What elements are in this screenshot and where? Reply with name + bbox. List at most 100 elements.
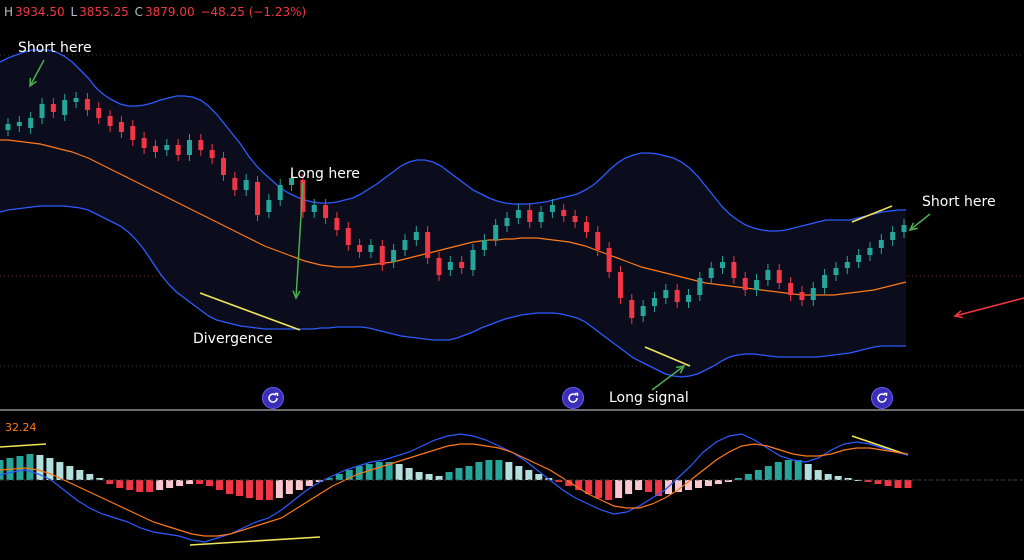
macd-histogram-bar [86,474,94,480]
candle-body [504,218,510,226]
macd-histogram-bar [575,480,583,490]
candle-body [368,245,374,252]
macd-histogram-bar [196,480,204,484]
candle-body [742,278,748,290]
annotation-long-here: Long here [290,166,360,182]
candle-body [708,268,714,278]
macd-histogram-bar [675,480,683,492]
annotation-arrow [953,297,1024,319]
candle-body [731,262,737,278]
candle-body [232,178,238,190]
macd-histogram-bar [66,466,74,480]
divergence-line [851,205,893,223]
candle-body [62,100,68,115]
macd-histogram-bar [325,478,333,480]
replay-icon[interactable] [562,387,584,409]
macd-histogram-bar [26,454,34,480]
macd-histogram-bar [615,480,623,498]
macd-histogram-bar [455,468,463,480]
candle-body [243,180,249,190]
macd-histogram-bar [225,480,233,494]
refresh-icon [268,392,279,403]
macd-histogram-bar [265,480,273,500]
annotation-arrow [29,59,45,88]
macd-histogram-bar [784,460,792,480]
replay-icon[interactable] [871,387,893,409]
candle-body [810,288,816,300]
replay-icon[interactable] [262,387,284,409]
candle-body [686,295,692,302]
candle-body [595,232,601,250]
candle-body [493,225,499,240]
macd-histogram-bar [864,480,872,482]
candle-body [16,122,22,126]
macd-histogram-bar [46,458,54,480]
macd-histogram-bar [804,464,812,480]
macd-histogram-bar [385,462,393,480]
annotation-short-left: Short here [18,40,92,56]
close-label: C [134,5,144,19]
macd-histogram-bar [56,462,64,480]
candlestick-series [5,92,907,324]
macd-histogram-bar [345,470,353,480]
candle-body [186,140,192,155]
macd-histogram-bar [425,474,433,480]
candle-body [799,292,805,300]
macd-line [0,433,909,543]
macd-histogram-bar [734,478,742,480]
macd-histogram-bar [555,480,563,482]
candle-body [878,240,884,248]
candle-body [118,122,124,132]
macd-histogram-bar [764,466,772,480]
lower-band-line [0,205,906,378]
candle-body [720,262,726,268]
divergence-line [199,292,301,331]
close-value: 3879.00 [145,5,195,19]
candle-body [402,240,408,250]
macd-histogram-bar [754,470,762,480]
macd-histogram-bar [136,480,144,492]
candle-body [39,104,45,118]
candle-body [754,280,760,290]
candle-body [391,250,397,262]
macd-histogram-bar [36,455,44,480]
candle-body [651,298,657,306]
macd-histogram-bar [206,480,214,486]
change-value: −48.25 (−1.23%) [200,5,307,19]
annotation-arrow [651,364,686,391]
macd-histogram-bar [505,462,513,480]
macd-histogram-bar [285,480,293,494]
macd-histogram-bar [684,480,692,490]
macd-histogram-bar [395,464,403,480]
macd-histogram-bar [535,474,543,480]
candle-body [277,185,283,200]
candle-body [379,246,385,265]
macd-histogram-bar [216,480,224,490]
macd-histogram [0,454,912,500]
low-label: L [70,5,78,19]
signal-line [0,443,909,537]
macd-histogram-bar [884,480,892,486]
annotation-short-right: Short here [922,194,996,210]
macd-histogram-bar [365,464,373,480]
candle-body [334,218,340,230]
macd-histogram-bar [485,460,493,480]
candle-body [175,145,181,155]
macd-histogram-bar [176,480,184,486]
candle-body [84,99,90,110]
macd-histogram-bar [445,472,453,480]
macd-histogram-bar [335,474,343,480]
candle-body [255,182,261,215]
candle-body [481,240,487,250]
macd-histogram-bar [465,466,473,480]
candle-body [674,290,680,302]
divergence-lines [0,205,909,546]
candle-body [130,126,136,140]
candle-body [413,232,419,240]
macd-histogram-bar [794,460,802,480]
candle-body [617,272,623,298]
candle-body [459,262,465,268]
candle-body [470,250,476,270]
candle-body [447,262,453,270]
